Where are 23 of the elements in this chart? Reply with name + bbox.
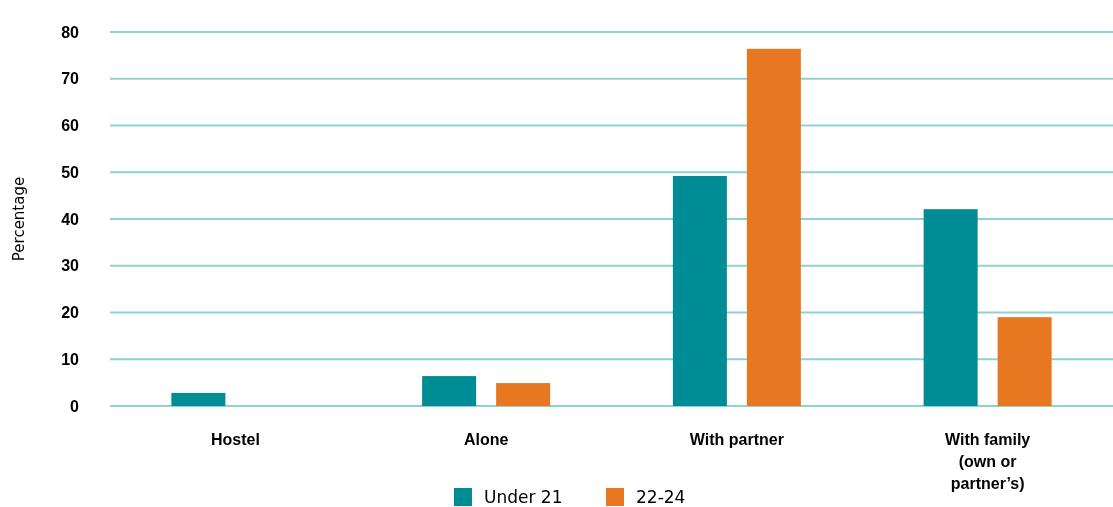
bar xyxy=(672,175,727,406)
y-tick-label: 0 xyxy=(70,397,80,415)
bar xyxy=(997,317,1052,406)
x-tick-label: Hostel xyxy=(210,431,260,449)
x-tick-label: With family (own or partner’s) xyxy=(945,431,1031,492)
y-tick-label: 20 xyxy=(61,304,80,322)
legend-label: Under 21 xyxy=(484,487,563,507)
bar xyxy=(746,48,801,406)
x-tick-label: With partner xyxy=(689,431,784,449)
bar xyxy=(923,209,978,406)
y-tick-label: 70 xyxy=(61,70,80,88)
x-tick-label: Alone xyxy=(463,431,509,449)
y-tick-label: 40 xyxy=(61,210,80,228)
bar xyxy=(422,376,477,406)
y-axis-title: Percentage xyxy=(10,176,28,262)
bar xyxy=(496,383,551,406)
legend-label: 22-24 xyxy=(636,487,686,507)
bar xyxy=(171,392,226,406)
y-tick-label: 10 xyxy=(61,350,80,368)
y-tick-label: 50 xyxy=(61,163,80,181)
y-tick-label: 30 xyxy=(61,257,80,275)
y-tick-label: 60 xyxy=(61,117,80,135)
y-tick-label: 80 xyxy=(61,23,80,41)
